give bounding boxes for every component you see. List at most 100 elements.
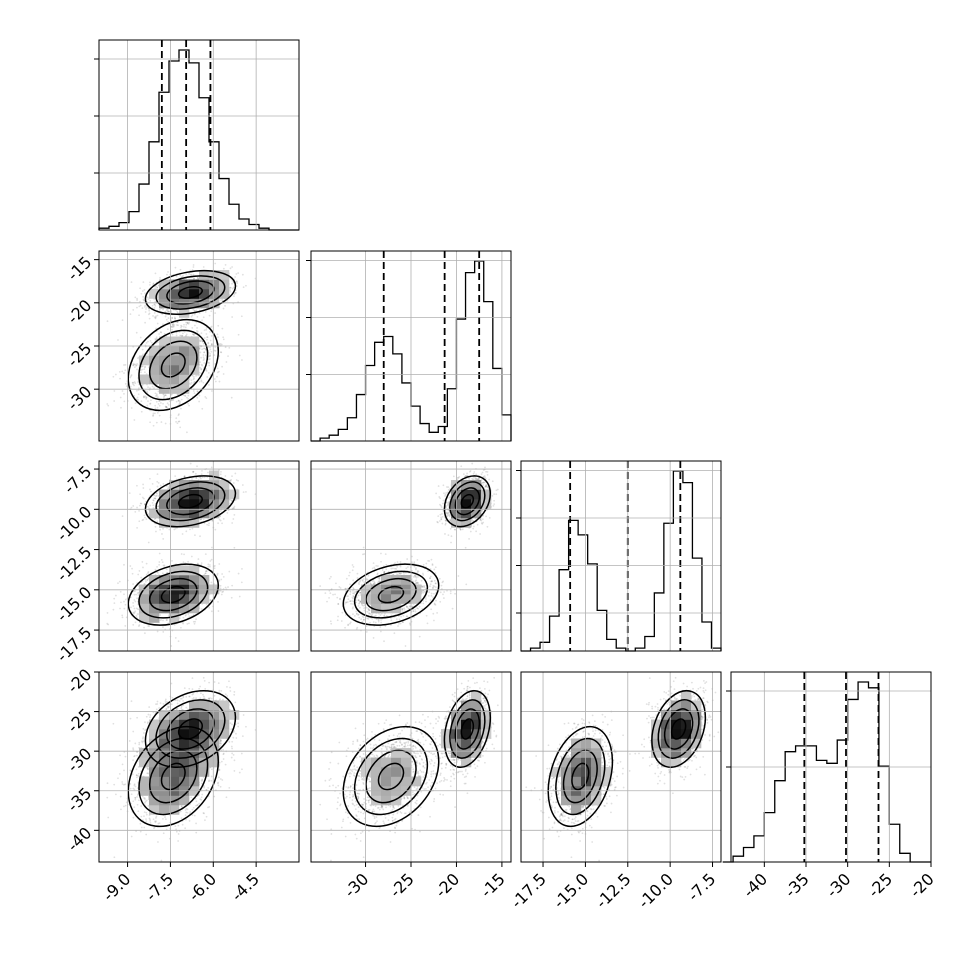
sample-point [142, 295, 144, 298]
sample-point [142, 483, 144, 486]
sample-point [165, 619, 168, 621]
sample-point [164, 315, 167, 318]
sample-point [156, 406, 159, 409]
sample-point [154, 339, 157, 341]
sample-point [177, 324, 179, 327]
sample-point [158, 400, 160, 402]
sample-point [158, 563, 161, 566]
sample-point [152, 499, 155, 501]
sample-point [170, 399, 173, 402]
panel-content [106, 262, 257, 434]
sample-point [144, 389, 147, 392]
sample-point [154, 317, 157, 320]
sample-point [213, 354, 216, 357]
panel-content [106, 462, 257, 647]
sample-point [155, 338, 158, 341]
density-cell [159, 336, 170, 347]
sample-point [140, 400, 143, 403]
sample-point [178, 617, 181, 620]
sample-point [139, 300, 141, 303]
sample-point [200, 562, 203, 565]
sample-point [139, 304, 142, 307]
sample-point [190, 315, 193, 318]
sample-point [195, 477, 197, 479]
sample-point [222, 338, 225, 341]
sample-point [190, 379, 193, 382]
sample-point [198, 312, 201, 314]
sample-point [173, 623, 176, 626]
density-cell [199, 270, 210, 280]
sample-point [158, 400, 161, 402]
sample-point [165, 318, 168, 321]
sample-point [148, 309, 151, 312]
sample-point [231, 282, 233, 285]
sample-point [232, 286, 235, 289]
density-cell [199, 298, 210, 309]
sample-point [222, 590, 225, 593]
density-cell [179, 279, 190, 290]
sample-point [183, 330, 186, 333]
sample-point [232, 506, 235, 509]
sample-point [131, 381, 134, 384]
sample-point [182, 274, 184, 277]
sample-point [198, 400, 201, 403]
sample-point [227, 586, 229, 588]
sample-point [167, 271, 169, 273]
sample-point [144, 365, 147, 368]
sample-point [132, 602, 134, 604]
sample-point [133, 607, 136, 610]
sample-point [205, 603, 208, 606]
density-cell [149, 289, 160, 299]
sample-point [136, 526, 138, 529]
sample-point [132, 605, 135, 607]
sample-point [185, 530, 188, 533]
sample-point [207, 361, 209, 364]
sample-point [231, 280, 234, 282]
sample-point [141, 290, 144, 292]
sample-point [203, 476, 206, 479]
sample-point [204, 572, 207, 574]
sample-point [173, 325, 175, 328]
sample-point [145, 397, 148, 400]
sample-point [162, 397, 165, 399]
sample-point [216, 574, 219, 576]
sample-point [192, 470, 195, 473]
sample-point [138, 509, 140, 512]
sample-point [180, 553, 183, 555]
sample-point [156, 286, 159, 289]
sample-point [113, 597, 116, 600]
sample-point [175, 420, 177, 423]
sample-point [209, 339, 212, 342]
sample-point [144, 580, 147, 583]
sample-point [226, 512, 229, 514]
sample-point [144, 371, 146, 374]
sample-point [174, 637, 177, 639]
sample-point [149, 339, 152, 342]
sample-point [144, 578, 147, 581]
sample-point [214, 312, 217, 314]
sample-point [210, 310, 213, 313]
sample-point [192, 273, 195, 276]
sample-point [192, 333, 194, 336]
contour-line [160, 352, 186, 378]
sample-point [162, 619, 164, 622]
sample-point [193, 277, 196, 280]
sample-point [171, 326, 174, 329]
density-cell [149, 355, 160, 366]
sample-point [199, 518, 202, 521]
sample-point [179, 268, 182, 271]
sample-point [118, 370, 121, 373]
sample-point [225, 361, 228, 363]
sample-point [200, 518, 203, 521]
sample-point [198, 380, 201, 383]
sample-point [193, 377, 195, 380]
sample-point [166, 407, 169, 409]
sample-point [152, 507, 155, 509]
sample-point [137, 381, 140, 384]
sample-point [233, 507, 235, 510]
sample-point [123, 607, 126, 610]
sample-point [206, 336, 209, 339]
sample-point [136, 506, 138, 509]
sample-point [167, 320, 169, 323]
